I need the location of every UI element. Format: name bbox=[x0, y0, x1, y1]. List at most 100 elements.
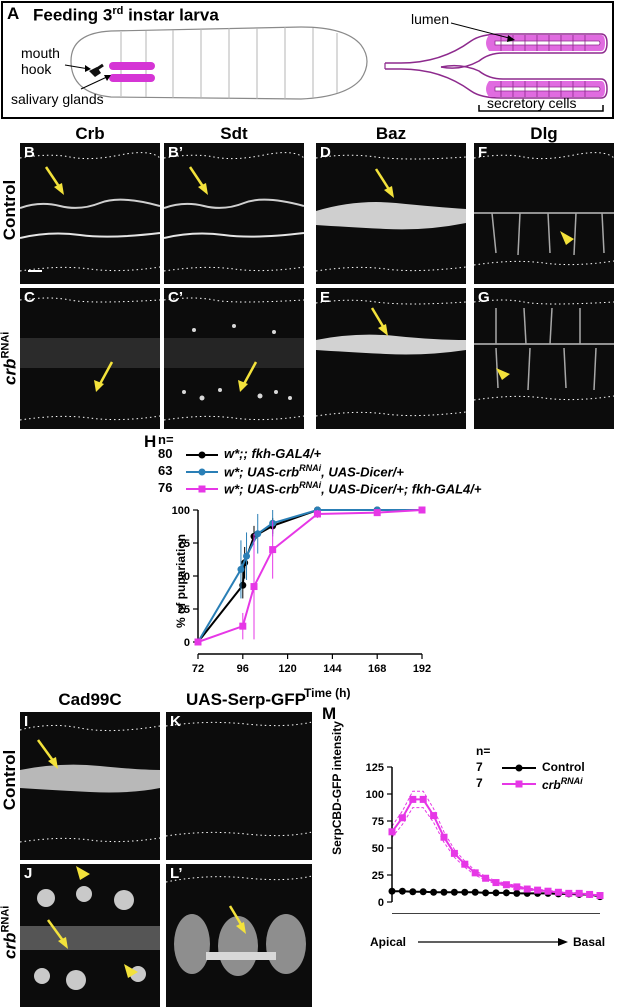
data-point bbox=[409, 795, 417, 803]
chart-m-x-apical: Apical bbox=[370, 935, 407, 949]
col-header-serp-gfp: UAS-Serp-GFP bbox=[186, 690, 306, 709]
data-point bbox=[254, 530, 262, 538]
micrograph-k: K bbox=[166, 712, 312, 860]
panel-a: A Feeding 3rd instar larva bbox=[1, 1, 614, 119]
micrograph-b-prime: B’ bbox=[164, 143, 304, 284]
data-point bbox=[269, 546, 277, 554]
data-point bbox=[409, 888, 417, 896]
col-header-sdt: Sdt bbox=[220, 124, 248, 143]
data-point bbox=[430, 888, 438, 896]
legend-row: 76 w*; UAS-crbRNAi, UAS-Dicer/+; fkh-GAL… bbox=[158, 480, 482, 497]
data-point bbox=[534, 886, 542, 894]
data-point bbox=[513, 889, 521, 897]
micrograph-d-label: D bbox=[320, 144, 331, 161]
panel-a-letter: A bbox=[7, 4, 20, 23]
y-tick-label: 100 bbox=[172, 505, 190, 517]
micrograph-f-label: F bbox=[478, 144, 488, 161]
data-point bbox=[239, 581, 247, 589]
micrograph-i: I bbox=[20, 712, 160, 860]
data-point bbox=[544, 887, 552, 895]
series-line bbox=[197, 509, 422, 643]
legend-row: 7 Control bbox=[476, 760, 585, 774]
data-point bbox=[398, 887, 406, 895]
data-point bbox=[430, 812, 438, 820]
label-secretory-cells: secretory cells bbox=[487, 95, 577, 111]
data-point bbox=[419, 795, 427, 803]
x-tick-label: 96 bbox=[237, 663, 249, 675]
y-tick-label: 0 bbox=[184, 637, 190, 649]
data-point bbox=[194, 638, 202, 646]
data-point bbox=[492, 879, 500, 887]
y-tick-label: 100 bbox=[366, 789, 384, 801]
data-point bbox=[502, 889, 510, 897]
y-tick-label: 25 bbox=[372, 870, 384, 882]
series-line bbox=[197, 509, 422, 643]
data-point bbox=[243, 552, 251, 560]
legend-row: 63 w*; UAS-crbRNAi, UAS-Dicer/+ bbox=[158, 463, 404, 480]
y-tick-label: 50 bbox=[178, 571, 190, 583]
micrograph-c-prime-label: C’ bbox=[168, 289, 183, 306]
data-point bbox=[440, 888, 448, 896]
data-point bbox=[450, 849, 458, 857]
label-lumen: lumen bbox=[411, 11, 450, 27]
data-point bbox=[565, 889, 573, 897]
row-label-control-bottom: Control bbox=[0, 749, 19, 811]
col-header-baz: Baz bbox=[375, 124, 407, 143]
data-point bbox=[482, 889, 490, 897]
data-point bbox=[461, 860, 469, 868]
x-tick-label: 144 bbox=[323, 663, 342, 675]
row-label-crb-rnai-bottom: crbRNAi bbox=[0, 905, 20, 960]
label-hook: hook bbox=[21, 61, 52, 77]
label-salivary-glands: salivary glands bbox=[11, 91, 104, 107]
y-tick-label: 0 bbox=[378, 897, 384, 909]
x-tick-label: 192 bbox=[413, 663, 431, 675]
panel-m-legend: 7 Control 7 crbRNAi bbox=[476, 760, 616, 792]
chart-h-pupariation: 0 25 50 75 100 72 96 120 144 168 192 bbox=[172, 505, 432, 675]
legend-swatch-crb-rnai bbox=[186, 485, 218, 493]
micrograph-l: L’ bbox=[166, 864, 312, 1007]
micrograph-j: J bbox=[20, 864, 160, 1007]
data-point bbox=[419, 888, 427, 896]
data-point bbox=[373, 509, 381, 517]
legend-swatch-m-crb-rnai bbox=[502, 780, 536, 788]
legend-row: 7 crbRNAi bbox=[476, 776, 583, 792]
data-point bbox=[471, 869, 479, 877]
y-tick-label: 50 bbox=[372, 843, 384, 855]
micrograph-b-prime-label: B’ bbox=[168, 144, 183, 161]
data-point bbox=[450, 888, 458, 896]
micrograph-d: D bbox=[316, 143, 466, 284]
apical-basal-arrow bbox=[418, 938, 568, 946]
data-point bbox=[471, 888, 479, 896]
y-tick-label: 75 bbox=[178, 538, 190, 550]
data-point bbox=[554, 888, 562, 896]
data-point bbox=[398, 814, 406, 822]
data-point bbox=[586, 890, 594, 898]
col-header-cad99c: Cad99C bbox=[58, 690, 122, 709]
x-tick-label: 120 bbox=[278, 663, 296, 675]
data-point bbox=[239, 622, 247, 630]
series-line bbox=[197, 509, 423, 643]
panel-h-n-header: n= bbox=[158, 432, 174, 447]
larva-diagram bbox=[64, 22, 608, 112]
data-point bbox=[523, 885, 531, 893]
micrograph-i-label: I bbox=[24, 713, 29, 730]
panel-h-letter: H bbox=[144, 432, 157, 451]
legend-swatch-m-control bbox=[502, 764, 536, 772]
micrograph-g-label: G bbox=[478, 289, 490, 306]
data-point bbox=[388, 887, 396, 895]
chart-m-ylabel: SerpCBD-GFP intensity bbox=[330, 721, 344, 855]
data-point bbox=[596, 892, 604, 900]
micrograph-b-label: B bbox=[24, 144, 35, 161]
panel-a-title: Feeding 3rd instar larva bbox=[33, 5, 219, 25]
x-tick-label: 168 bbox=[368, 663, 386, 675]
panel-m-n-header: n= bbox=[476, 744, 491, 758]
legend-swatch-control bbox=[186, 451, 218, 459]
data-point bbox=[313, 510, 321, 518]
y-tick-label: 25 bbox=[178, 604, 190, 616]
micrograph-b: B bbox=[20, 143, 160, 284]
micrograph-c-prime: C’ bbox=[164, 288, 304, 429]
legend-row: 80 w*;; fkh-GAL4/+ bbox=[158, 446, 322, 461]
label-mouth: mouth bbox=[21, 45, 60, 61]
micrograph-g: G bbox=[474, 288, 614, 429]
micrograph-c: C bbox=[20, 288, 160, 429]
